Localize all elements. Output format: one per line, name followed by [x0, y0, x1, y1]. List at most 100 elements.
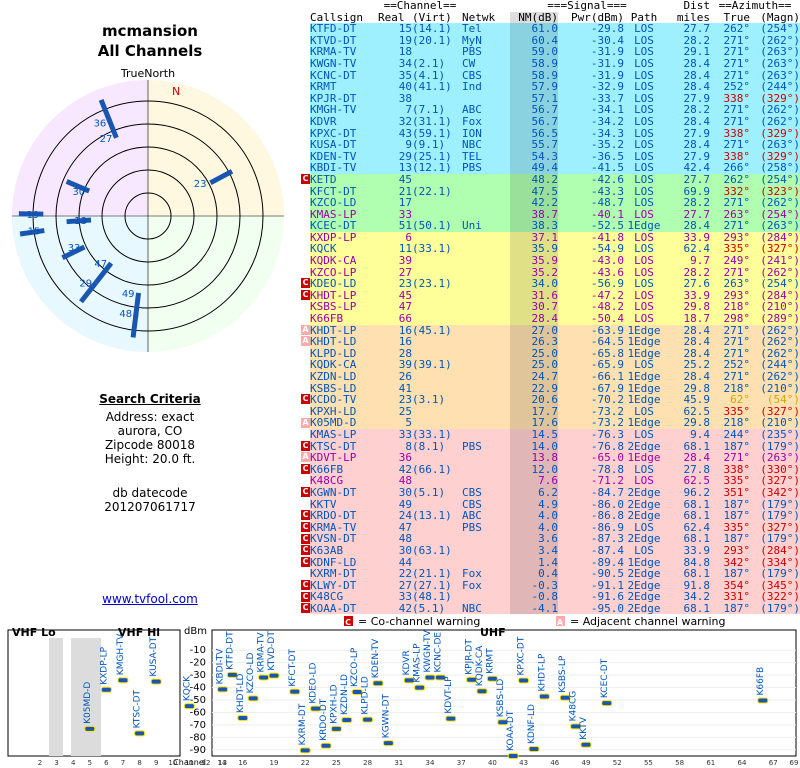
table-row[interactable]: K48CG 33 (48.1) -0.8 -91.6 2Edge 34.2 331° (322°… — [310, 591, 800, 603]
y-tick-label: -60 — [190, 707, 206, 718]
signal-mark — [476, 688, 488, 695]
table-row[interactable]: KCEC-DT 51 (50.1) Uni 38.3 -52.5 1Edge 28.4 271°… — [310, 220, 800, 232]
adjacent-warning-icon: A — [301, 452, 310, 463]
table-row[interactable]: KPJR-DT 38 57.1 -33.7 LOS 27.9 338° (329°) — [310, 93, 800, 105]
table-row[interactable]: KCNC-DT 35 (4.1) CBS 58.9 -31.9 LOS 28.4 271° (26… — [310, 69, 800, 82]
table-row[interactable]: K63AB 30 (63.1) 3.4 -87.4 LOS 33.9 293° (284°) — [310, 545, 800, 557]
table-row[interactable]: KDEN-TV 29 (25.1) TEL 54.3 -36.5 LOS 27.9 338° (3… — [310, 151, 800, 163]
col-header-path[interactable]: Path — [630, 10, 658, 24]
table-row[interactable]: KHDT-LP 45 31.6 -47.2 LOS 33.9 293° (284°) — [310, 290, 800, 302]
azimuth-magn-cell: (179°) — [760, 601, 800, 615]
nm-cell: 22.9 — [510, 382, 558, 395]
table-row[interactable]: KVSN-DT 48 3.6 -87.3 2Edge 68.1 187° (179°) — [310, 533, 800, 545]
x-axis-label: Channel — [173, 758, 206, 767]
adjacent-legend-swatch — [556, 616, 565, 626]
col-header-nm[interactable]: NM(dB) — [510, 11, 558, 24]
col-header-pwr[interactable]: Pwr(dBm) — [571, 10, 624, 24]
nm-cell: 54.3 — [510, 151, 558, 163]
tvfool-link[interactable]: www.tvfool.com — [102, 592, 198, 606]
azimuth-magn-cell: (284°) — [760, 230, 800, 244]
virtual-channel-cell: (2.1) — [412, 56, 446, 70]
table-row[interactable]: KCDO-TV 23 (3.1) 20.6 -70.2 1Edge 45.9 62° (54°) — [310, 394, 800, 406]
col-header-callsign[interactable]: Callsign — [310, 10, 363, 24]
table-row[interactable]: KQCK 11 (33.1) 35.9 -54.9 LOS 62.4 335° (327°) — [310, 242, 800, 256]
power-cell: -65.0 — [590, 451, 624, 465]
table-row[interactable]: KGWN-DT 30 (5.1) CBS 6.2 -84.7 2Edge 96.2 351° (3… — [310, 487, 800, 499]
vhf-gap-shade — [71, 638, 101, 756]
nm-cell: 56.7 — [510, 116, 558, 128]
polar-channel-label: 23 — [194, 179, 207, 190]
table-row[interactable]: KMAS-LP 33 (33.1) 14.5 -76.3 LOS 9.4 244° (235°) — [310, 429, 800, 441]
col-header-magn[interactable]: (Magn) — [760, 10, 800, 24]
col-header-real[interactable]: Real — [378, 10, 405, 24]
table-row[interactable]: KQDK-CA 39 35.9 -43.0 LOS 9.7 249° (241°) — [310, 255, 800, 267]
table-row[interactable]: KMGH-TV 7 (7.1) ABC 56.7 -34.1 LOS 28.2 271° (262… — [310, 104, 800, 116]
table-row[interactable]: K48CG 48 7.6 -71.2 LOS 62.5 335° (327°) — [310, 475, 800, 487]
table-row[interactable]: KHDT-LP 16 (45.1) 27.0 -63.9 1Edge 28.4 271° (26… — [310, 325, 800, 337]
network-cell — [462, 267, 510, 279]
table-row[interactable]: KKTV 49 CBS 4.9 -86.0 2Edge 68.1 187° (179°) — [310, 498, 800, 511]
virtual-channel-cell — [412, 255, 462, 267]
table-row[interactable]: KDNF-LD 44 1.4 -89.4 1Edge 84.8 342° (334°) — [310, 556, 800, 569]
criteria-line: Address: exact — [105, 410, 195, 424]
table-row[interactable]: KOAA-DT 42 (5.1) NBC -4.1 -95.0 2Edge 68.1 187° (… — [310, 603, 800, 615]
table-row[interactable]: KZCO-LD 17 42.2 -48.7 LOS 28.2 271° (262°) — [310, 197, 800, 209]
table-row[interactable]: KMAS-LP 33 38.7 -40.1 LOS 27.7 263° (254°) — [310, 209, 800, 221]
table-row[interactable]: K66FB 66 28.4 -50.4 LOS 18.7 298° (289°) — [310, 313, 800, 325]
path-cell: LOS — [634, 91, 654, 105]
table-row[interactable]: KPXC-DT 43 (59.1) ION 56.5 -34.3 LOS 27.9 338° (3… — [310, 127, 800, 140]
table-row[interactable]: KXRM-DT 22 (21.1) Fox 0.4 -90.5 2Edge 68.1 187° (… — [310, 568, 800, 580]
polar-channel-label: 15 — [28, 227, 41, 238]
azimuth-magn-cell: (327°) — [760, 242, 800, 256]
table-row[interactable]: KDVT-LP 36 13.8 -65.0 1Edge 28.4 271° (263°) — [310, 452, 800, 464]
table-row[interactable]: KHDT-LD 16 26.3 -64.5 1Edge 28.4 271° (262°) — [310, 336, 800, 348]
distance-cell: 28.4 — [683, 56, 711, 70]
table-row[interactable]: KLPD-LD 28 25.0 -65.8 1Edge 28.4 271° (262°) — [310, 348, 800, 360]
table-row[interactable]: KRMT 40 (41.1) Ind 57.9 -32.9 LOS 28.4 252° (244°… — [310, 81, 800, 93]
table-row[interactable]: KTFD-DT 15 (14.1) Tel 61.0 -29.8 LOS 27.7 262° (2… — [310, 23, 800, 35]
table-row[interactable]: KETD 45 48.2 -42.6 LOS 27.7 262° (254°) — [310, 174, 800, 186]
table-row[interactable]: KZCO-LP 27 35.2 -43.6 LOS 28.2 271° (262°) — [310, 267, 800, 279]
distance-cell: 62.5 — [683, 404, 711, 418]
table-row[interactable]: KRMA-TV 47 PBS 4.0 -86.9 LOS 62.4 335° (327°) — [310, 522, 800, 534]
table-row[interactable]: KSBS-LD 41 22.9 -67.9 1Edge 29.8 218° (210°) — [310, 382, 800, 395]
power-cell: -50.4 — [590, 312, 624, 326]
table-row[interactable]: KTVD-DT 19 (20.1) MyN 60.4 -30.4 LOS 28.2 271° (2… — [310, 35, 800, 47]
real-channel-cell: 66 — [398, 312, 412, 326]
col-header-true[interactable]: True — [723, 10, 751, 24]
nm-cell: 57.9 — [510, 81, 558, 93]
table-row[interactable]: KQDK-CA 39 (39.1) 25.0 -65.9 LOS 25.2 252° (244°… — [310, 359, 800, 371]
table-row[interactable]: KLWY-DT 27 (27.1) Fox -0.3 -91.1 2Edge 91.8 354°… — [310, 580, 800, 592]
table-row[interactable]: KUSA-DT 9 (9.1) NBC 55.7 -35.2 LOS 28.4 271° (263… — [310, 139, 800, 151]
table-row[interactable]: KZDN-LD 26 24.7 -66.1 1Edge 28.4 271° (262°) — [310, 371, 800, 383]
callsign-cell: KDEO-LD — [310, 277, 357, 291]
polar-channel-label: 29 — [79, 278, 92, 289]
azimuth-true-cell: 218° — [723, 300, 751, 314]
signal-mark — [445, 715, 457, 722]
table-row[interactable]: KPXH-LD 25 17.7 -73.2 LOS 62.5 335° (327°) — [310, 406, 800, 418]
table-row[interactable]: KTSC-DT 8 (8.1) PBS 14.0 -76.8 2Edge 68.1 187° (1… — [310, 440, 800, 453]
col-header-netwk[interactable]: Netwk — [462, 10, 496, 24]
table-row[interactable]: KFCT-DT 21 (22.1) 47.5 -43.3 LOS 69.9 332° (323°… — [310, 185, 800, 198]
table-row[interactable]: KXDP-LP 6 37.1 -41.8 LOS 33.9 293° (284°) — [310, 232, 800, 244]
table-row[interactable]: KRMA-TV 18 PBS 59.0 -31.9 LOS 29.1 271° (263°) — [310, 46, 800, 58]
callsign-cell: K48CG — [310, 474, 344, 488]
signal-mark-label: K66FB — [756, 667, 766, 696]
path-cell: 1Edge — [627, 346, 661, 360]
azimuth-magn-cell: (254°) — [760, 172, 800, 186]
table-row[interactable]: KDVR 32 (31.1) Fox 56.7 -34.2 LOS 28.4 271° (262°… — [310, 116, 800, 128]
table-row[interactable]: K05MD-D 5 17.6 -73.2 1Edge 29.8 218° (210°) — [310, 417, 800, 429]
col-header-miles[interactable]: miles — [676, 10, 710, 24]
power-cell: -36.5 — [590, 149, 624, 163]
table-row[interactable]: KDEO-LD 23 (23.1) 34.0 -56.9 LOS 27.6 263° (254°… — [310, 278, 800, 290]
table-row[interactable]: K66FB 42 (66.1) 12.0 -78.8 LOS 27.8 338° (330°) — [310, 464, 800, 476]
callsign-cell: KZCO-LD — [310, 196, 357, 210]
table-row[interactable]: KSBS-LP 47 30.7 -48.2 LOS 29.8 218° (210°) — [310, 300, 800, 314]
signal-mark — [289, 688, 301, 695]
table-row[interactable]: KWGN-TV 34 (2.1) CW 58.9 -31.9 LOS 28.4 271° (263… — [310, 58, 800, 70]
col-header-virt[interactable]: (Virt) — [412, 10, 452, 24]
table-row[interactable]: KRDO-DT 24 (13.1) ABC 4.0 -86.8 2Edge 68.1 187° (… — [310, 510, 800, 522]
table-row[interactable]: KBDI-TV 13 (12.1) PBS 49.4 -41.5 LOS 42.4 266° (2… — [310, 162, 800, 174]
band-label: VHF Lo — [12, 626, 56, 639]
power-cell: -48.2 — [590, 300, 624, 314]
